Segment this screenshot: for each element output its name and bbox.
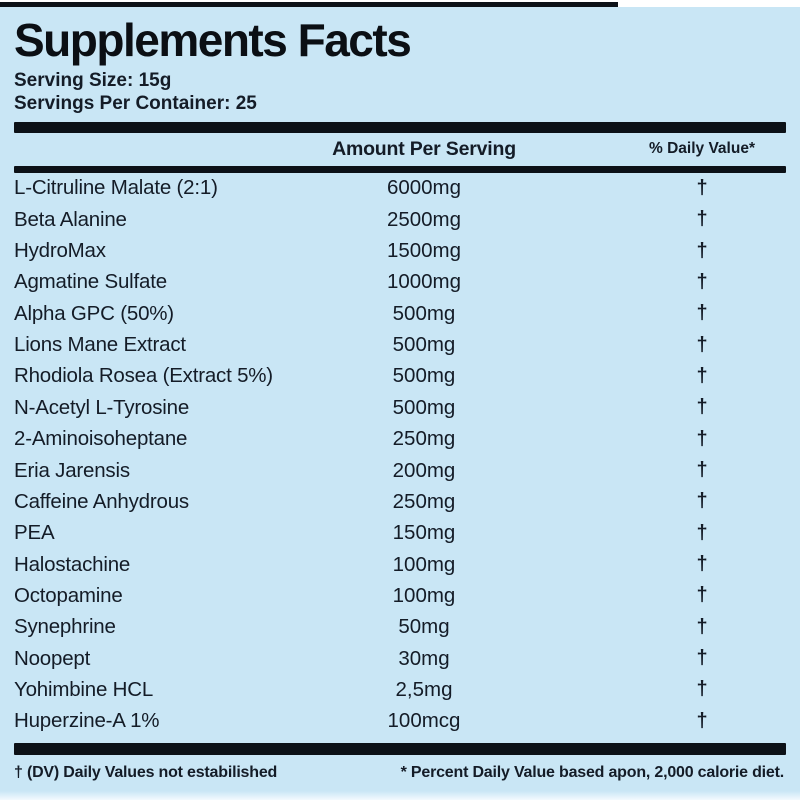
ingredient-amount: 250mg [392,427,456,451]
daily-value-symbol: † [696,427,708,450]
column-header-amount: Amount Per Serving [332,137,516,160]
ingredient-name: HydroMax [14,239,106,263]
ingredient-name: Synephrine [14,615,116,639]
footnote-right: * Percent Daily Value based apon, 2,000 … [400,763,785,781]
table-row: L-Citruline Malate (2:1) 6000mg † [14,173,786,204]
ingredient-amount: 500mg [392,395,456,419]
ingredient-table-body: L-Citruline Malate (2:1) 6000mg † Beta A… [14,173,786,737]
footnote-left: † (DV) Daily Values not estabilished [14,763,278,781]
ingredient-name: Halostachine [14,552,131,576]
table-row: Yohimbine HCL 2,5mg † [14,674,786,705]
page-title: Supplements Facts [14,14,412,66]
daily-value-symbol: † [696,709,708,732]
ingredient-name: Alpha GPC (50%) [14,301,174,325]
ingredient-name: Agmatine Sulfate [14,270,167,294]
ingredient-amount: 250mg [392,489,456,513]
ingredient-amount: 150mg [392,521,456,545]
daily-value-symbol: † [696,302,708,325]
ingredient-name: Beta Alanine [14,207,127,231]
table-row: 2-Aminoisoheptane 250mg † [14,423,786,454]
servings-per-container-text: Servings Per Container: 25 [14,92,257,114]
table-row: Rhodiola Rosea (Extract 5%) 500mg † [14,361,786,392]
table-header-row: Amount Per Serving % Daily Value* [14,133,786,166]
daily-value-symbol: † [696,459,708,481]
ingredient-amount: 100mcg [387,709,461,733]
column-header-daily-value: % Daily Value* [649,140,755,158]
table-row: Caffeine Anhydrous 250mg † [14,486,786,517]
table-row: Eria Jarensis 200mg † [14,455,786,486]
ingredient-amount: 100mg [392,552,456,576]
ingredient-name: Eria Jarensis [14,458,130,482]
footnotes: † (DV) Daily Values not estabilished * P… [14,764,786,782]
daily-value-symbol: † [696,490,708,513]
table-row: Agmatine Sulfate 1000mg † [14,267,786,298]
ingredient-amount: 100mg [392,583,456,607]
ingredient-amount: 50mg [398,615,450,639]
ingredient-name: Noopept [14,646,91,670]
daily-value-symbol: † [696,647,708,670]
daily-value-symbol: † [696,584,708,607]
top-edge-divider [0,0,800,7]
ingredient-amount: 500mg [392,301,456,325]
table-row: Beta Alanine 2500mg † [14,204,786,235]
daily-value-symbol: † [696,270,708,293]
ingredient-amount: 6000mg [386,176,462,200]
ingredient-amount: 500mg [392,364,456,388]
ingredient-name: Lions Mane Extract [14,333,186,357]
table-row: HydroMax 1500mg † [14,235,786,266]
daily-value-symbol: † [696,521,708,544]
table-row: Huperzine-A 1% 100mcg † [14,706,786,737]
ingredient-amount: 1500mg [386,239,462,263]
ingredient-name: PEA [14,521,55,545]
ingredient-name: L-Citruline Malate (2:1) [14,176,218,200]
serving-size-text: Serving Size: 15g [14,70,172,92]
daily-value-symbol: † [696,239,708,262]
table-row: Lions Mane Extract 500mg † [14,329,786,360]
ingredient-name: Yohimbine HCL [14,677,154,701]
divider-thick-top [14,121,786,133]
ingredient-name: Huperzine-A 1% [14,709,160,733]
daily-value-symbol: † [696,396,708,419]
ingredient-amount: 2,5mg [395,677,453,701]
daily-value-symbol: † [696,678,708,701]
divider-medium [14,165,786,173]
ingredient-amount: 500mg [392,333,456,357]
ingredient-name: Octopamine [14,583,123,607]
daily-value-symbol: † [696,615,708,638]
ingredient-name: Rhodiola Rosea (Extract 5%) [14,364,273,388]
serving-info: Serving Size: 15g Servings Per Container… [14,70,786,114]
ingredient-amount: 200mg [392,458,456,482]
daily-value-symbol: † [696,176,708,199]
table-row: Halostachine 100mg † [14,549,786,580]
table-row: Alpha GPC (50%) 500mg † [14,298,786,329]
daily-value-symbol: † [696,208,708,231]
panel-content: Supplements Facts Serving Size: 15g Serv… [0,16,800,782]
ingredient-name: 2-Aminoisoheptane [14,427,188,451]
ingredient-amount: 30mg [398,646,450,670]
daily-value-symbol: † [696,364,708,387]
ingredient-name: N-Acetyl L-Tyrosine [14,395,190,419]
daily-value-symbol: † [696,553,708,576]
divider-thick-bottom [14,742,786,755]
daily-value-symbol: † [696,333,708,356]
top-divider-bar [0,2,618,7]
table-row: Noopept 30mg † [14,643,786,674]
ingredient-amount: 1000mg [386,270,462,294]
table-row: Octopamine 100mg † [14,580,786,611]
bottom-edge-fade [0,791,800,800]
ingredient-name: Caffeine Anhydrous [14,489,189,513]
ingredient-amount: 2500mg [386,207,462,231]
table-row: Synephrine 50mg † [14,612,786,643]
table-row: N-Acetyl L-Tyrosine 500mg † [14,392,786,423]
table-row: PEA 150mg † [14,518,786,549]
top-edge-whitespace [618,2,800,7]
